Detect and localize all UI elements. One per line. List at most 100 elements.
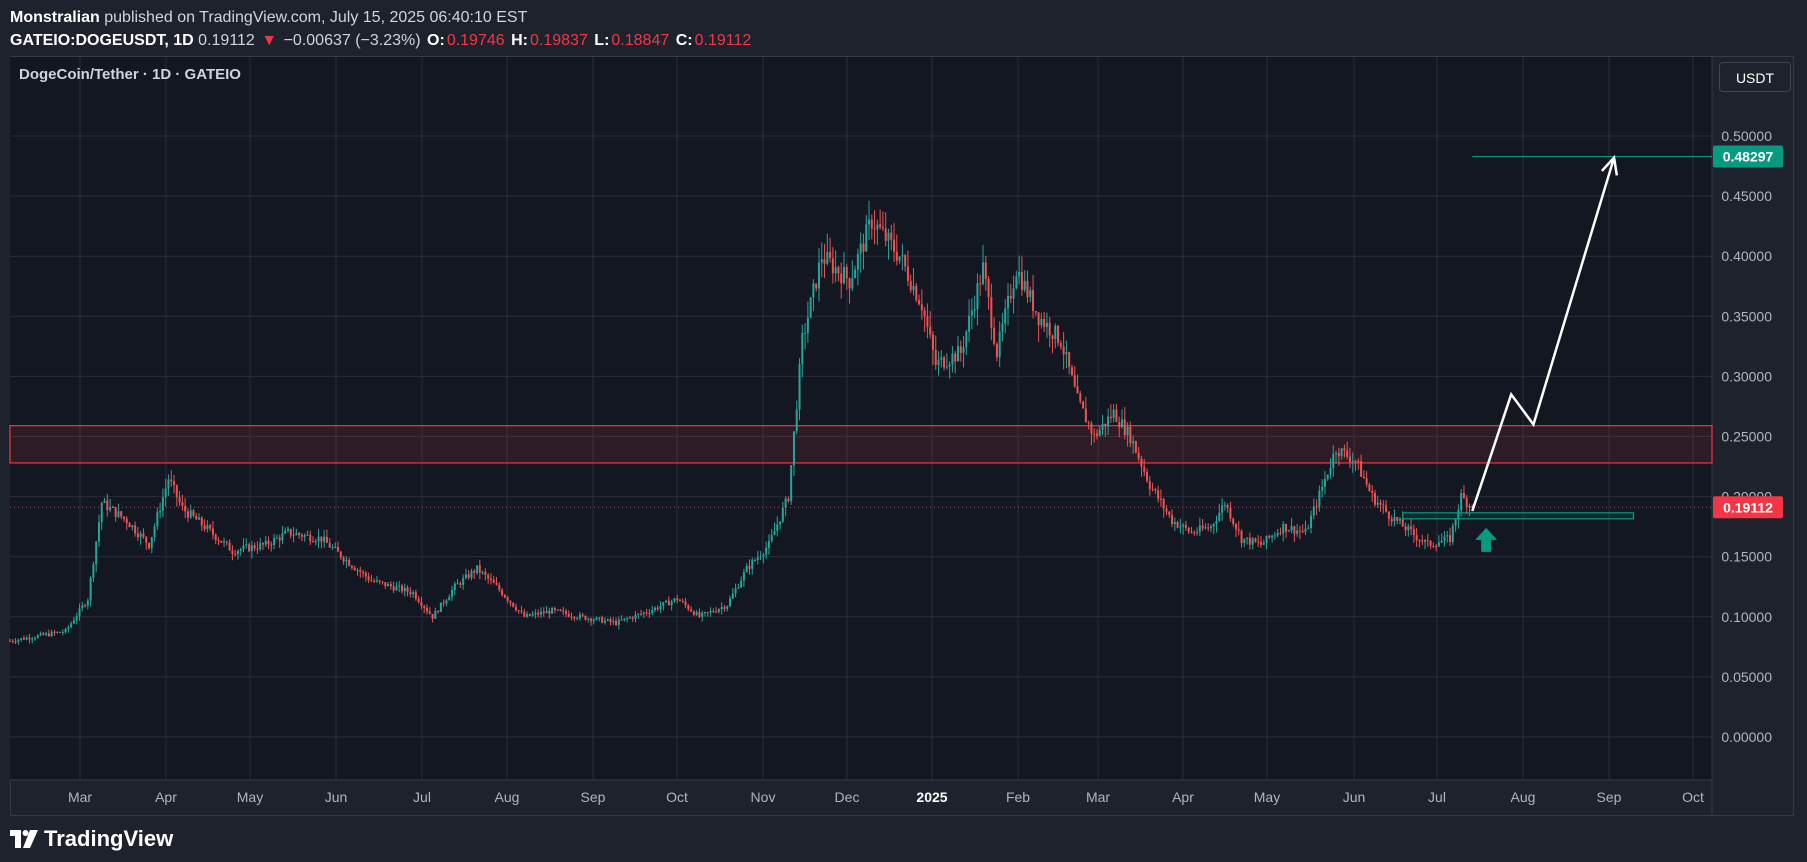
- candle-body: [139, 533, 142, 538]
- candle-body: [517, 610, 520, 612]
- candle-body: [1362, 476, 1365, 479]
- candle-body: [45, 633, 48, 635]
- candle-body: [826, 252, 829, 264]
- candle-body: [1437, 542, 1440, 547]
- candle-body: [239, 549, 242, 551]
- candle-body: [720, 607, 723, 610]
- candle-body: [1018, 271, 1021, 277]
- candle-body: [1140, 458, 1143, 467]
- candle-body: [1062, 346, 1065, 355]
- candle-body: [1070, 367, 1073, 376]
- candle-body: [470, 571, 473, 578]
- candle-body: [943, 357, 946, 368]
- candle-body: [712, 610, 715, 612]
- candle-body: [434, 610, 437, 619]
- candle-body: [904, 255, 907, 267]
- candle-body: [762, 554, 765, 557]
- candle-body: [1318, 490, 1321, 507]
- candle-body: [1095, 433, 1098, 436]
- candle-body: [1457, 510, 1460, 520]
- candle-body: [1184, 524, 1187, 528]
- candle-body: [881, 227, 884, 229]
- candle-body: [656, 607, 659, 610]
- candle-body: [1424, 540, 1427, 542]
- candle-body: [1079, 393, 1082, 402]
- candle-body: [578, 614, 581, 619]
- candle-body: [898, 256, 901, 261]
- candle-body: [503, 595, 506, 598]
- candle-body: [1404, 526, 1407, 531]
- candle-body: [59, 631, 62, 633]
- candle-body: [1465, 497, 1468, 508]
- candle-body: [993, 327, 996, 344]
- candle-body: [481, 571, 484, 573]
- candle-body: [1037, 312, 1040, 326]
- symbol-label[interactable]: GATEIO:DOGEUSDT, 1D: [10, 32, 194, 49]
- candle-body: [623, 618, 626, 620]
- candle-body: [715, 611, 718, 613]
- last-price: 0.19112: [198, 32, 255, 49]
- candle-body: [551, 608, 554, 614]
- candle-body: [890, 232, 893, 240]
- candle-body: [1196, 531, 1199, 533]
- candle-body: [175, 485, 178, 498]
- candle-body: [790, 465, 793, 502]
- candle-body: [704, 612, 706, 614]
- candle-body: [631, 617, 634, 619]
- y-tick-label: 0.00000: [1721, 729, 1772, 745]
- candle-body: [128, 523, 131, 528]
- candle-body: [459, 583, 462, 585]
- candle-body: [1198, 525, 1201, 532]
- currency-button[interactable]: USDT: [1719, 62, 1791, 92]
- candle-body: [1429, 540, 1432, 546]
- candle-body: [748, 565, 751, 569]
- candle-body: [111, 506, 114, 508]
- candle-body: [161, 497, 164, 511]
- candle-body: [72, 620, 75, 624]
- candle-body: [295, 533, 298, 536]
- candle-body: [1157, 490, 1160, 499]
- candle-body: [86, 600, 89, 606]
- candle-body: [339, 551, 342, 558]
- candle-body: [1340, 448, 1343, 457]
- candle-body: [353, 567, 356, 571]
- candle-body: [951, 353, 954, 365]
- candle-body: [1385, 505, 1388, 512]
- candle-body: [1449, 535, 1452, 543]
- candle-body: [1026, 280, 1029, 298]
- candle-body: [1087, 422, 1090, 424]
- candle-body: [1234, 523, 1237, 530]
- candle-body: [1232, 518, 1235, 524]
- candle-body: [1432, 545, 1435, 547]
- candle-body: [1171, 514, 1174, 525]
- x-tick-label: Jul: [413, 789, 431, 805]
- candle-body: [1246, 537, 1249, 539]
- candle-body: [167, 479, 170, 489]
- candle-body: [570, 616, 573, 618]
- candle-body: [261, 543, 264, 545]
- candle-body: [192, 510, 195, 516]
- candle-body: [53, 631, 56, 633]
- candle-body: [1382, 504, 1385, 506]
- x-tick-label: 2025: [916, 789, 947, 805]
- candle-body: [937, 359, 940, 365]
- candle-body: [734, 588, 737, 594]
- candle-body: [84, 605, 87, 607]
- candle-body: [39, 633, 42, 636]
- candle-body: [653, 607, 656, 611]
- x-tick-label: Apr: [155, 789, 177, 805]
- symbol-line: GATEIO:DOGEUSDT, 1D 0.19112 ▼ −0.00637 (…: [10, 29, 753, 52]
- candle-body: [1073, 375, 1076, 387]
- candle-body: [742, 572, 745, 581]
- x-tick-label: May: [237, 789, 263, 805]
- chart-legend-title[interactable]: DogeCoin/Tether · 1D · GATEIO: [19, 66, 241, 83]
- candle-body: [1090, 423, 1093, 434]
- author-name[interactable]: Monstralian: [10, 9, 100, 26]
- candle-body: [576, 618, 579, 620]
- candle-body: [1043, 318, 1046, 328]
- candle-body: [987, 278, 990, 298]
- footer-brand[interactable]: TradingView: [10, 824, 173, 854]
- candle-body: [392, 586, 395, 591]
- candle-body: [1204, 527, 1207, 529]
